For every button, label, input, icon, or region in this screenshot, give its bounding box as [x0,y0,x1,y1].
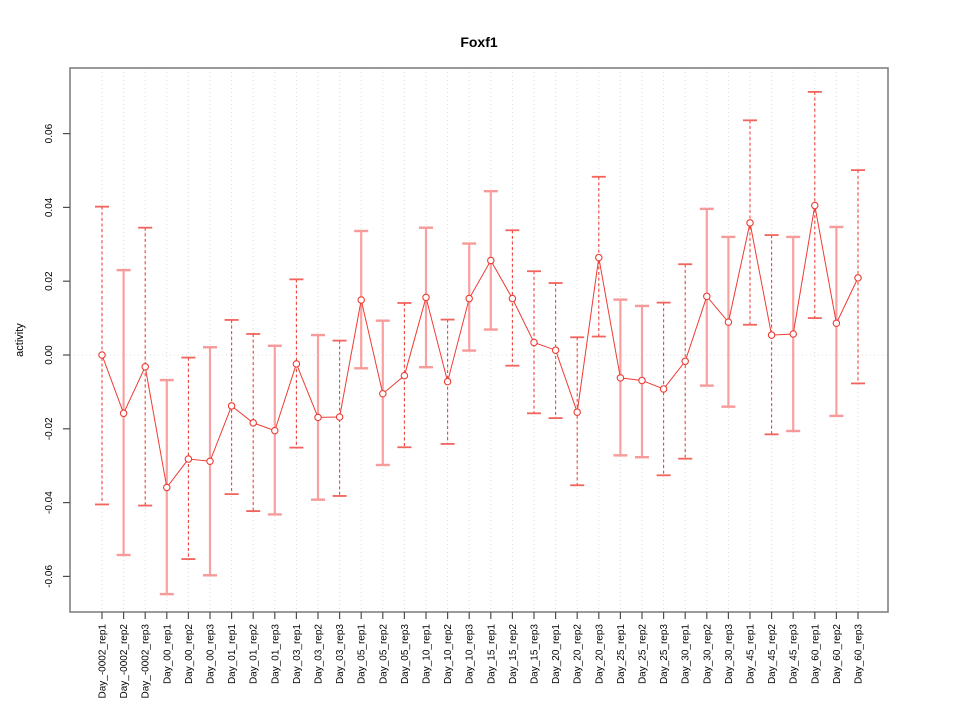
axes-layer: -0.06 -0.04 -0.02 0.00 0.02 0.04 0.06 Day_-0002… [44,67,889,699]
x-tick-label: Day_05_rep1 [357,624,368,684]
x-tick-label: Day_20_rep2 [573,624,584,684]
data-point-marker [508,294,517,303]
data-point-marker [854,274,862,282]
data-point-marker [357,296,365,304]
y-tick-label: 0.00 [44,345,55,365]
x-tick-label: Day_10_rep1 [422,624,433,684]
x-tick-label: Day_-0002_rep1 [98,624,109,699]
x-tick-label: Day_30_rep2 [702,624,713,684]
x-tick-label: Day_03_rep2 [314,624,325,684]
y-tick-label: -0.06 [44,565,55,588]
data-point-marker [227,402,236,410]
x-tick-label: Day_45_rep3 [789,624,800,684]
x-tick-label: Day_45_rep1 [746,624,757,684]
x-tick-label: Day_01_rep1 [227,624,238,684]
data-point-marker [141,363,149,371]
x-tick-label: Day_00_rep3 [206,624,217,684]
x-tick-label: Day_01_rep3 [270,624,281,684]
data-point-marker [292,360,301,368]
x-tick-label: Day_25_rep3 [659,624,670,684]
data-point-marker [119,409,128,418]
data-point-marker [811,201,819,210]
data-point-marker [487,256,495,265]
plot-box [69,67,889,613]
data-point-marker [206,457,214,466]
data-point-marker [767,331,776,339]
x-tick-label: Day_00_rep2 [184,624,195,684]
data-point-marker [335,413,344,421]
data-point-marker [703,292,711,301]
x-tick-label: Day_30_rep3 [724,624,735,684]
y-tick-label: -0.04 [44,491,55,514]
x-tick-label: Day_30_rep1 [681,624,692,684]
data-points-layer [98,201,862,492]
x-tick-label: Day_20_rep1 [551,624,562,684]
x-tick-label: Day_60_rep1 [810,624,821,684]
x-tick-label: Day_20_rep3 [594,624,605,684]
y-tick-label: 0.04 [44,197,55,217]
data-point-marker [379,389,387,398]
data-point-marker [789,330,797,338]
gridlines-layer [70,68,888,612]
data-point-marker [551,346,560,354]
data-point-marker [573,408,581,416]
x-tick-label: Day_60_rep3 [854,624,865,684]
series-line [101,205,859,489]
data-point-marker [249,419,257,427]
x-tick-label: Day_25_rep1 [616,624,627,684]
x-tick-label: Day_03_rep3 [335,624,346,684]
x-tick-label: Day_00_rep1 [162,624,173,684]
data-point-marker [832,319,841,328]
data-point-marker [530,338,538,347]
data-point-marker [595,253,603,262]
data-point-marker [184,455,193,463]
error-bars-layer [95,91,865,596]
data-point-marker [465,294,473,303]
x-tick-label: Day_10_rep2 [443,624,454,684]
x-tick-label: Day_05_rep3 [400,624,411,684]
data-point-marker [163,483,171,492]
data-point-marker [681,357,689,366]
data-point-marker [659,385,668,393]
y-tick-label: 0.02 [44,271,55,291]
data-point-marker [422,293,430,302]
x-tick-label: Day_03_rep1 [292,624,303,684]
data-point-marker [314,413,322,422]
x-tick-label: Day_-0002_rep2 [119,624,130,699]
data-point-marker [98,351,106,359]
x-tick-label: Day_60_rep2 [832,624,843,684]
x-tick-label: Day_45_rep2 [767,624,778,684]
x-tick-label: Day_05_rep2 [378,624,389,684]
x-tick-label: Day_15_rep2 [508,624,519,684]
data-point-marker [746,219,754,227]
y-tick-label: -0.02 [44,417,55,440]
x-tick-label: Day_25_rep2 [638,624,649,684]
data-point-marker [400,371,409,380]
y-axis-label: activity [14,323,26,357]
data-point-marker [638,376,646,385]
x-tick-label: Day_01_rep2 [249,624,260,684]
data-point-marker [616,374,625,382]
x-tick-label: Day_15_rep3 [530,624,541,684]
data-point-marker [271,426,279,435]
x-tick-label: Day_10_rep3 [465,624,476,684]
x-tick-label: Day_-0002_rep3 [141,624,152,699]
y-tick-label: 0.06 [44,123,55,143]
series-line-layer [101,205,859,489]
chart-title: Foxf1 [460,34,498,50]
data-point-marker [724,318,733,326]
x-tick-label: Day_15_rep1 [486,624,497,684]
data-point-marker [443,377,452,386]
